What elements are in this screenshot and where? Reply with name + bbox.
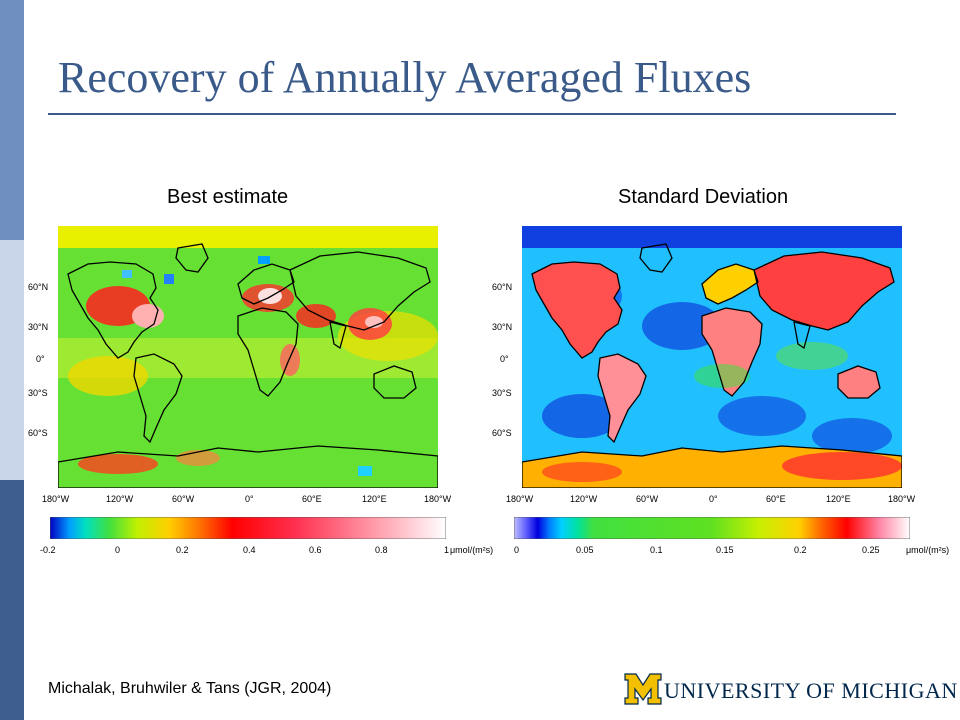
right-lat-60s: 60°S xyxy=(492,428,512,438)
left-cbar-label-1: 1 xyxy=(444,545,450,555)
left-lat-30s: 30°S xyxy=(28,388,48,398)
right-lat-30s: 30°S xyxy=(492,388,512,398)
right-lon-60e: 60°E xyxy=(766,494,786,504)
left-cbar-label-0.2: 0.2 xyxy=(176,545,189,555)
left-cbar-unit: μmol/(m²s) xyxy=(450,545,494,555)
left-lon-0: 0° xyxy=(245,494,254,504)
right-cbar-unit: μmol/(m²s) xyxy=(906,545,950,555)
left-cbar-label-0.6: 0.6 xyxy=(309,545,322,555)
right-lon-180w-right: 180°W xyxy=(888,494,916,504)
right-cbar-label-0.2: 0.2 xyxy=(794,545,807,555)
right-lon-0: 0° xyxy=(709,494,718,504)
right-lon-180w: 180°W xyxy=(506,494,534,504)
sidebar-block-middle xyxy=(0,240,24,480)
right-lat-0: 0° xyxy=(500,354,509,364)
left-lon-60e: 60°E xyxy=(302,494,322,504)
right-cbar-label-0.05: 0.05 xyxy=(576,545,594,555)
left-lon-180w-right: 180°W xyxy=(424,494,452,504)
sidebar-block-bottom xyxy=(0,480,24,720)
left-cbar-label-m0.2: -0.2 xyxy=(40,545,56,555)
university-logo: UNIVERSITY OF MICHIGAN xyxy=(624,672,957,708)
left-lon-180w: 180°W xyxy=(42,494,70,504)
standard-deviation-map xyxy=(522,226,902,488)
sidebar-block-top xyxy=(0,0,24,240)
university-name: UNIVERSITY OF MICHIGAN xyxy=(664,678,958,703)
left-lon-120e: 120°E xyxy=(362,494,387,504)
right-lon-120w: 120°W xyxy=(570,494,598,504)
right-cbar-label-0: 0 xyxy=(514,545,520,555)
best-estimate-map xyxy=(58,226,438,488)
citation: Michalak, Bruhwiler & Tans (JGR, 2004) xyxy=(48,680,332,697)
left-lat-0: 0° xyxy=(36,354,45,364)
right-lon-120e: 120°E xyxy=(826,494,851,504)
right-cbar-label-0.1: 0.1 xyxy=(650,545,663,555)
panel-title-best-estimate: Best estimate xyxy=(167,186,289,208)
left-lat-30n: 30°N xyxy=(28,322,49,332)
left-cbar-label-0: 0 xyxy=(115,545,121,555)
right-lat-30n: 30°N xyxy=(492,322,513,332)
standard-deviation-colorbar xyxy=(514,517,910,539)
left-lat-60s: 60°S xyxy=(28,428,48,438)
best-estimate-colorbar xyxy=(50,517,446,539)
right-cbar-label-0.25: 0.25 xyxy=(862,545,880,555)
block-m-icon xyxy=(624,673,662,705)
left-cbar-label-0.8: 0.8 xyxy=(375,545,388,555)
right-cbar-label-0.15: 0.15 xyxy=(716,545,734,555)
slide-title: Recovery of Annually Averaged Fluxes xyxy=(58,53,752,102)
title-underline xyxy=(48,113,896,115)
panel-title-standard-deviation: Standard Deviation xyxy=(618,186,789,208)
left-lon-60w: 60°W xyxy=(172,494,195,504)
slide-sidebar xyxy=(0,0,24,720)
left-cbar-label-0.4: 0.4 xyxy=(243,545,256,555)
right-lat-60n: 60°N xyxy=(492,282,513,292)
left-lon-120w: 120°W xyxy=(106,494,134,504)
right-lon-60w: 60°W xyxy=(636,494,659,504)
left-lat-60n: 60°N xyxy=(28,282,49,292)
